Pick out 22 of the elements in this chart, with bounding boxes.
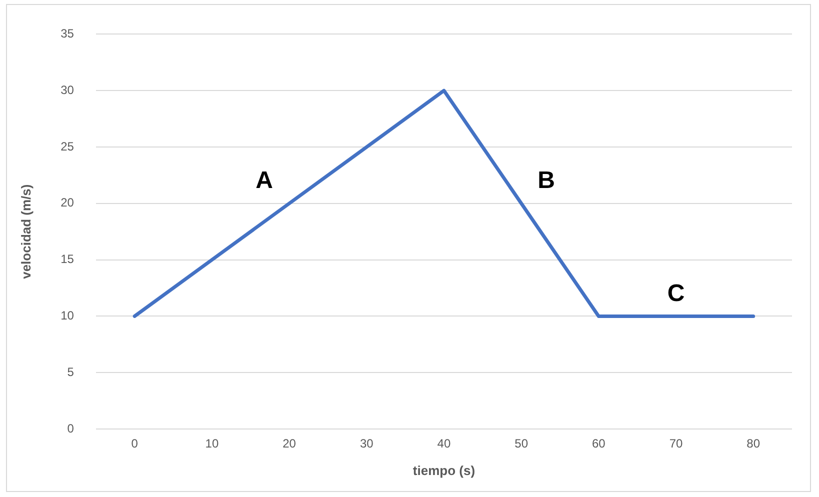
x-tick-label: 10 — [205, 436, 219, 451]
annotation: C — [667, 280, 685, 307]
x-tick-label: 60 — [592, 436, 606, 451]
y-tick-label: 15 — [60, 252, 74, 266]
y-tick-label: 20 — [60, 196, 74, 210]
x-tick-label: 30 — [360, 436, 374, 451]
annotation: B — [538, 167, 555, 194]
y-tick-label: 30 — [60, 82, 74, 97]
y-tick-label: 25 — [60, 139, 74, 154]
y-tick-label: 35 — [60, 26, 74, 41]
y-tick-label: 5 — [67, 364, 74, 379]
x-tick-label: 20 — [282, 436, 296, 451]
y-tick-label: 0 — [67, 421, 74, 436]
x-axis-title: tiempo (s) — [412, 462, 476, 478]
y-axis-title: velocidad (m/s) — [18, 184, 34, 279]
x-tick-label: 50 — [514, 436, 528, 451]
x-tick-label: 40 — [437, 436, 451, 451]
x-tick-label: 70 — [669, 436, 683, 451]
annotation: A — [256, 167, 273, 194]
y-tick-label: 10 — [60, 308, 74, 323]
x-tick-label: 0 — [131, 436, 138, 451]
x-tick-label: 80 — [746, 436, 760, 451]
